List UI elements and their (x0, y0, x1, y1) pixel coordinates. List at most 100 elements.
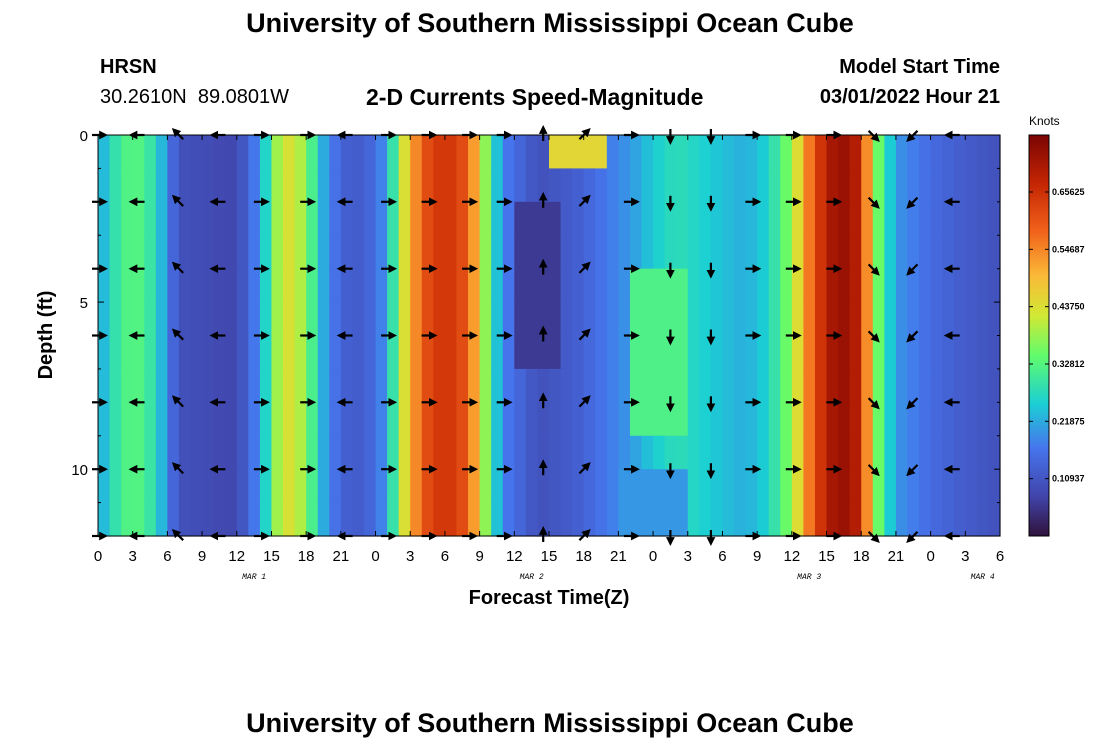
current-arrow (906, 263, 919, 276)
heatmap-cell (976, 469, 990, 504)
heatmap-cell (514, 201, 527, 236)
heatmap-cell (178, 135, 192, 170)
x-tick-label: 0 (94, 548, 102, 565)
heatmap-cell (664, 435, 677, 470)
heatmap-cell (618, 368, 631, 403)
heatmap-cell (109, 302, 122, 337)
heatmap-cell (190, 168, 203, 203)
heatmap-cell (965, 168, 978, 203)
heatmap-cell (699, 402, 712, 437)
heatmap-cell (514, 268, 527, 303)
heatmap-cell (259, 235, 273, 270)
heatmap-cell (988, 502, 1001, 537)
heatmap-cell (144, 469, 157, 504)
heatmap-cell (479, 268, 492, 303)
heatmap-cell (814, 502, 828, 537)
heatmap-cell (606, 135, 619, 170)
station-coordinates: 30.2610N 89.0801W (100, 86, 290, 108)
colorbar-tick-label: 0.65625 (1052, 187, 1085, 197)
heatmap-cell (734, 368, 747, 403)
heatmap-cell (121, 135, 134, 170)
current-arrow (867, 397, 880, 410)
heatmap-cell (734, 302, 747, 337)
heatmap-cell (202, 435, 215, 470)
heatmap-cell (768, 201, 781, 236)
heatmap-cell (734, 268, 747, 303)
heatmap-cell (283, 469, 296, 504)
heatmap-cell (444, 135, 458, 170)
heatmap-cell (976, 235, 990, 270)
heatmap-cell (502, 235, 515, 270)
heatmap-cell (155, 402, 168, 437)
heatmap-cell (167, 402, 180, 437)
heatmap-cell (560, 268, 573, 303)
heatmap-cell (549, 268, 562, 303)
heatmap-cell (363, 402, 377, 437)
heatmap-cell (780, 502, 793, 537)
colorbar: Knots 0.10937 0.21875 0.32812 0.43750 0.5468… (1028, 114, 1085, 537)
y-tick-label: 0 (80, 128, 88, 145)
heatmap-cell (98, 135, 111, 170)
heatmap-cell (803, 268, 816, 303)
heatmap-cell (826, 268, 839, 303)
heatmap-cell (537, 268, 550, 303)
heatmap-cell (363, 469, 377, 504)
heatmap-cell (803, 402, 816, 437)
heatmap-cell (178, 235, 192, 270)
current-arrow (867, 196, 880, 209)
heatmap-cell (768, 402, 781, 437)
heatmap-cell (849, 502, 862, 537)
heatmap-cell (953, 168, 966, 203)
heatmap-cell (468, 135, 481, 170)
heatmap-cell (884, 268, 897, 303)
heatmap-cell (410, 168, 423, 203)
heatmap-cell (456, 368, 469, 403)
heatmap-cell (676, 201, 689, 236)
heatmap-cell (456, 302, 469, 337)
heatmap-cell (560, 502, 573, 537)
heatmap-cell (618, 268, 631, 303)
current-arrow (578, 395, 591, 408)
heatmap-cell (306, 469, 319, 504)
heatmap-cell (791, 335, 805, 370)
heatmap-cell (687, 335, 700, 370)
heatmap-cell (329, 235, 342, 270)
heatmap-cell (444, 235, 458, 270)
heatmap-cell (352, 469, 365, 504)
heatmap-cell (595, 435, 608, 470)
heatmap-cell (329, 435, 342, 470)
heatmap-cell (907, 335, 920, 370)
heatmap-cell (583, 502, 596, 537)
heatmap-cell (433, 368, 446, 403)
heatmap-cell (838, 135, 851, 170)
heatmap-cell (190, 302, 203, 337)
heatmap-cell (722, 402, 735, 437)
heatmap-cell (259, 469, 273, 504)
heatmap-cell (653, 135, 666, 170)
heatmap-cell (757, 135, 770, 170)
heatmap-cell (363, 168, 377, 203)
heatmap-cell (653, 168, 666, 203)
heatmap-cell (919, 335, 932, 370)
heatmap-cell (734, 435, 747, 470)
heatmap-cell (549, 201, 562, 236)
heatmap-cell (872, 402, 885, 437)
current-arrow (171, 194, 184, 207)
heatmap-cell (629, 135, 643, 170)
heatmap-cell (861, 368, 874, 403)
heatmap-cell (398, 335, 411, 370)
heatmap-cell (641, 435, 654, 470)
heatmap-cell (942, 201, 955, 236)
heatmap-cell (722, 302, 735, 337)
heatmap-cell (178, 469, 192, 504)
current-arrow (867, 263, 880, 276)
heatmap-cell (421, 201, 434, 236)
heatmap-cell (271, 235, 284, 270)
heatmap-cell (202, 235, 215, 270)
heatmap-cell (595, 235, 608, 270)
x-tick-label: 0 (649, 548, 657, 565)
heatmap-cell (768, 502, 781, 537)
heatmap-cell (942, 168, 955, 203)
heatmap-cell (468, 435, 481, 470)
heatmap-cell (271, 302, 284, 337)
